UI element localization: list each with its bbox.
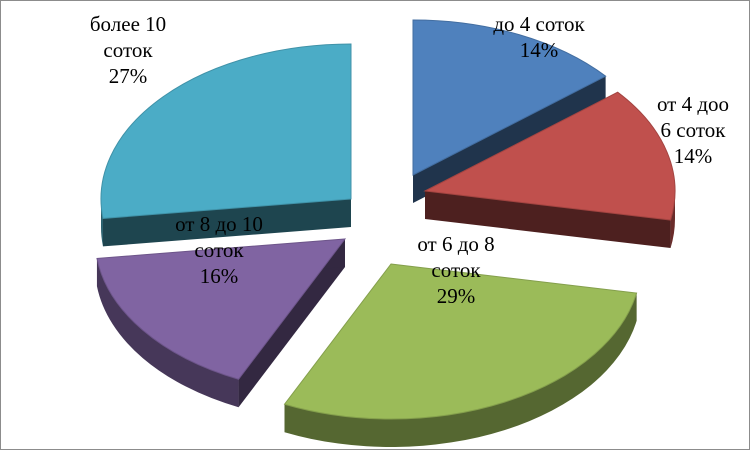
slice-label-3-line-2: 16%: [200, 264, 239, 288]
slice-4-wall-0: [102, 199, 352, 247]
slice-label-2: от 6 до 8 соток 29%: [417, 232, 494, 308]
pie-slice-0: [412, 19, 607, 176]
slice-label-4-line-0: более 10: [90, 12, 166, 36]
slice-1-wall-1: [425, 191, 671, 249]
pie-slice-4: [100, 43, 352, 219]
slice-label-3-line-1: соток: [194, 238, 244, 262]
slice-label-2-line-0: от 6 до 8: [417, 232, 494, 256]
pie-slice-3: [96, 238, 347, 380]
pie-slice-1: [423, 91, 676, 221]
slice-0-wall-1: [413, 76, 606, 203]
slice-label-2-line-2: 29%: [437, 284, 476, 308]
slice-label-0-line-1: 14%: [520, 38, 559, 62]
slice-label-0: до 4 соток 14%: [493, 12, 585, 62]
pie-slice-2: [283, 263, 638, 420]
slice-label-1-line-2: 14%: [674, 144, 713, 168]
slice-label-2-line-1: соток: [431, 258, 481, 282]
slice-label-3-line-0: от 8 до 10: [175, 212, 263, 236]
slice-3-wall-0: [238, 239, 345, 408]
slice-label-4-line-1: соток: [103, 38, 153, 62]
slice-label-0-line-0: до 4 соток: [493, 12, 585, 36]
slice-label-4: более 10 соток 27%: [90, 12, 166, 88]
slice-label-1: от 4 доо 6 соток 14%: [657, 92, 729, 168]
slice-label-1-line-0: от 4 доо: [657, 92, 729, 116]
slice-3-rim-0: [96, 258, 239, 408]
slice-labels: до 4 соток 14%от 4 доо 6 соток 14%от 6 до 8…: [90, 12, 729, 308]
slice-2-rim-0: [284, 293, 637, 447]
slice-label-4-line-2: 27%: [109, 64, 148, 88]
slice-tops: [96, 19, 676, 420]
slice-1-rim-0: [670, 191, 675, 249]
slice-label-3: от 8 до 10 соток 16%: [175, 212, 263, 288]
slice-label-1-line-1: 6 соток: [661, 118, 727, 142]
